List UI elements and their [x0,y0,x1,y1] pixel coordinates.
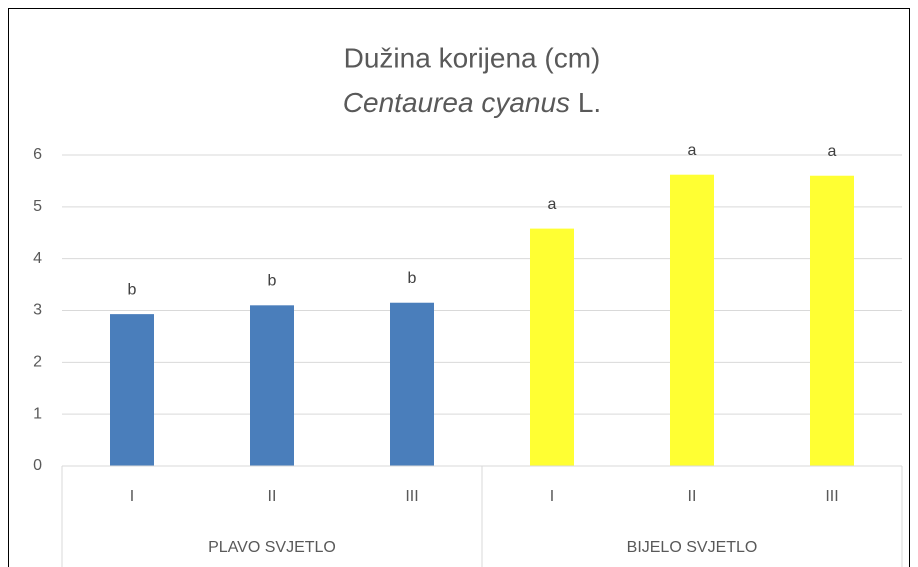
x-tick-label: I [550,488,554,505]
y-tick-label: 4 [33,250,42,267]
annotation: a [828,143,837,160]
y-tick-label: 1 [33,405,42,422]
y-tick-label: 5 [33,198,42,215]
annotation: b [128,281,137,298]
bar [390,302,434,466]
annotation: a [688,142,697,159]
bar [530,228,574,466]
group-label: PLAVO SVJETLO [208,539,336,556]
bar [670,174,714,467]
annotation: a [548,196,557,213]
x-tick-label: III [825,488,838,505]
x-tick-label: I [130,488,134,505]
annotation: b [268,273,277,290]
chart-subtitle: Centaurea cyanus L. [343,87,601,118]
x-tick-label: II [268,488,277,505]
y-tick-label: 2 [33,354,42,371]
y-tick-label: 0 [33,457,42,474]
x-tick-label: II [688,488,697,505]
y-tick-label: 6 [33,146,42,163]
subtitle-italic: Centaurea cyanus [343,87,570,118]
frame [8,8,910,567]
chart-title: Dužina korijena (cm) [344,42,601,73]
bar [250,305,294,466]
annotation: b [408,270,417,287]
x-tick-label: III [405,488,418,505]
bar [810,175,854,466]
group-label: BIJELO SVJETLO [627,539,758,556]
subtitle-text: L. [578,87,601,118]
y-tick-label: 3 [33,302,42,319]
bar [110,314,154,466]
